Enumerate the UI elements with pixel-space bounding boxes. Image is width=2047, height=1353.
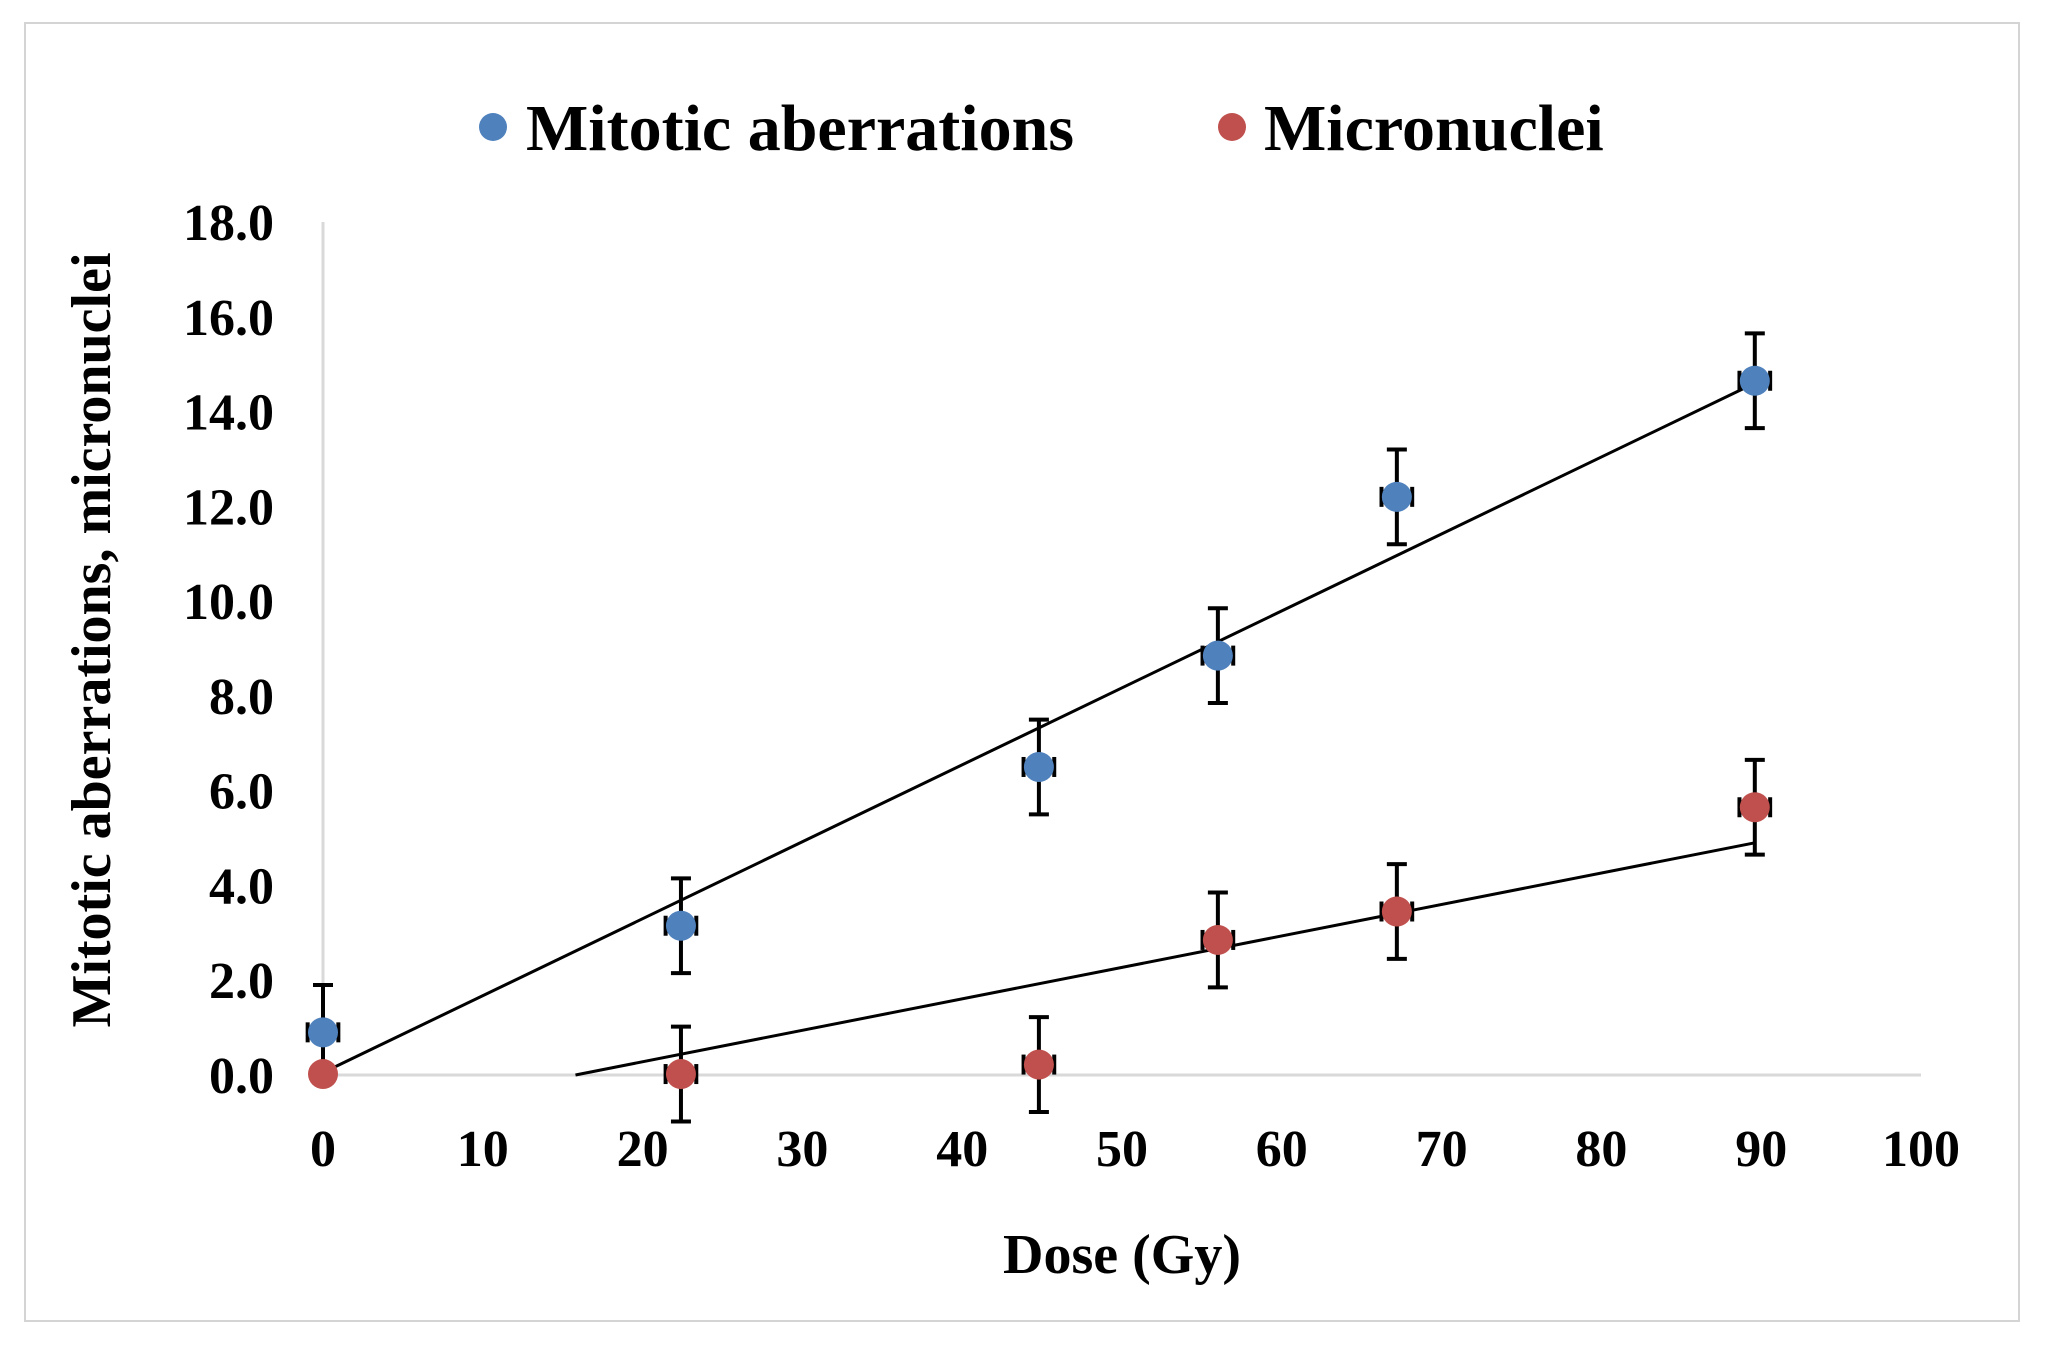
y-tick-label: 8.0 <box>209 669 274 726</box>
error-bars <box>305 331 1773 1124</box>
y-tick-label: 10.0 <box>183 574 274 631</box>
y-tick-label: 6.0 <box>209 764 274 821</box>
y-axis-title: Mitotic aberrations, micronuclei <box>61 252 123 1027</box>
x-axis: 0 10 20 30 40 50 60 70 80 90 100 <box>310 1073 1960 1178</box>
y-tick-label: 0.0 <box>209 1048 274 1105</box>
x-tick-label: 50 <box>1096 1121 1148 1178</box>
legend: Mitotic aberrations Micronuclei <box>479 92 1604 165</box>
micronuclei-point <box>1023 1049 1054 1080</box>
x-tick-label: 0 <box>310 1121 336 1178</box>
x-tick-label: 20 <box>617 1121 669 1178</box>
mitotic-point <box>665 910 696 941</box>
legend-marker-micronuclei <box>1218 113 1246 141</box>
y-axis: 0.0 2.0 4.0 6.0 8.0 10.0 12.0 14.0 16.0 18.0 <box>183 195 325 1105</box>
x-tick-label: 70 <box>1416 1121 1468 1178</box>
mitotic-point <box>1739 365 1770 396</box>
x-tick-label: 90 <box>1735 1121 1787 1178</box>
y-tick-label: 16.0 <box>183 290 274 347</box>
mitotic-point <box>1202 640 1233 671</box>
mitotic-point <box>308 1017 338 1048</box>
x-tick-label: 80 <box>1575 1121 1627 1178</box>
x-tick-label: 60 <box>1256 1121 1308 1178</box>
micronuclei-point <box>665 1059 696 1090</box>
mitotic-point <box>1023 751 1054 782</box>
chart-frame <box>24 22 2020 1322</box>
x-tick-label: 100 <box>1882 1121 1960 1178</box>
micronuclei-point <box>1202 924 1233 955</box>
micronuclei-point <box>1381 896 1412 927</box>
y-tick-label: 14.0 <box>183 385 274 442</box>
y-tick-label: 18.0 <box>183 195 274 252</box>
x-tick-label: 40 <box>936 1121 988 1178</box>
x-tick-label: 30 <box>776 1121 828 1178</box>
x-axis-title: Dose (Gy) <box>1003 1224 1241 1286</box>
y-tick-label: 12.0 <box>183 479 274 536</box>
y-tick-label: 4.0 <box>209 858 274 915</box>
legend-label-micronuclei: Micronuclei <box>1264 92 1604 165</box>
y-tick-label: 2.0 <box>209 953 274 1010</box>
mitotic-point <box>1381 481 1412 512</box>
legend-label-mitotic: Mitotic aberrations <box>526 92 1074 165</box>
micronuclei-trendline <box>575 841 1756 1077</box>
x-tick-label: 10 <box>457 1121 509 1178</box>
micronuclei-point <box>308 1059 338 1090</box>
data-points <box>308 365 1770 1090</box>
micronuclei-point <box>1739 792 1770 823</box>
legend-marker-mitotic <box>479 113 507 141</box>
